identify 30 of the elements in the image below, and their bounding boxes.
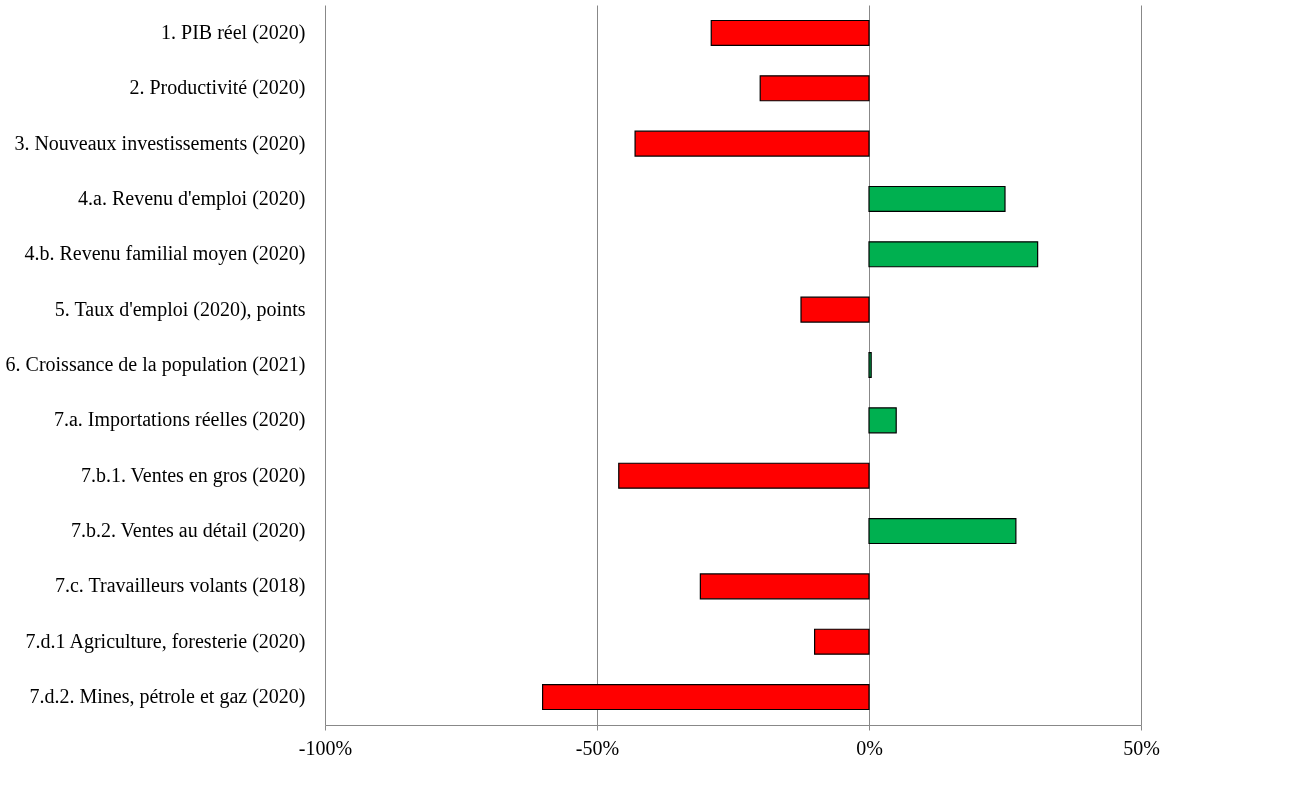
y-tick-label: 5. Taux d'emploi (2020), points — [54, 297, 306, 321]
bar — [710, 19, 870, 46]
y-tick-label: 3. Nouveaux investissements (2020) — [14, 131, 306, 155]
y-tick-label: 2. Productivité (2020) — [129, 76, 306, 100]
x-tick-label: -50% — [575, 736, 620, 759]
y-tick-label: 4.b. Revenu familial moyen (2020) — [24, 242, 306, 266]
x-tick-label: 50% — [1123, 736, 1160, 759]
bar — [868, 351, 872, 379]
bar — [868, 185, 1006, 213]
x-tick-label: 0% — [856, 736, 883, 759]
bar — [634, 130, 870, 157]
bar — [800, 296, 870, 323]
y-tick-label: 7.b.1. Ventes en gros (2020) — [80, 463, 306, 487]
y-tick-label: 1. PIB réel (2020) — [161, 20, 306, 44]
bar — [759, 75, 870, 102]
bar — [618, 462, 870, 489]
bar — [699, 573, 870, 600]
y-tick-label: 7.d.1 Agriculture, foresterie (2020) — [25, 629, 306, 653]
bar — [868, 407, 897, 434]
y-tick-label: 4.a. Revenu d'emploi (2020) — [78, 186, 306, 210]
bar — [868, 517, 1017, 545]
y-tick-label: 7.c. Travailleurs volants (2018) — [54, 574, 306, 598]
y-tick-label: 7.b.2. Ventes au détail (2020) — [70, 519, 306, 543]
y-tick-label: 6. Croissance de la population (2021) — [5, 353, 306, 376]
bar — [542, 684, 870, 711]
bar — [868, 241, 1039, 268]
y-tick-label: 7.a. Importations réelles (2020) — [53, 408, 306, 432]
x-tick-label: -100% — [298, 736, 353, 759]
y-tick-label: 7.d.2. Mines, pétrole et gaz (2020) — [29, 685, 306, 709]
bar — [814, 628, 870, 655]
